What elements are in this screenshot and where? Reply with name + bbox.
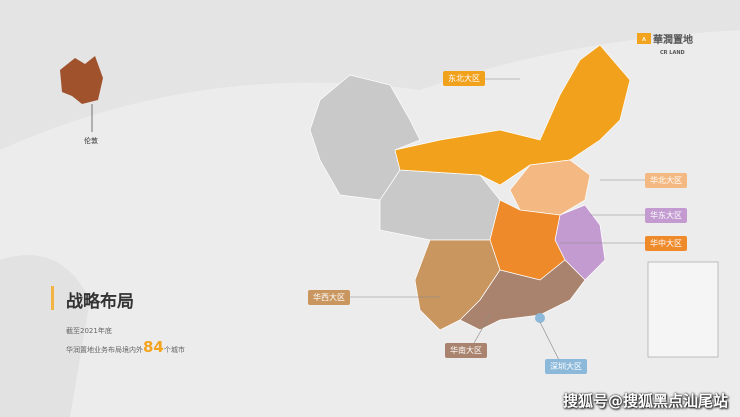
logo-text: 華潤置地 <box>653 35 693 46</box>
subtitle-cities: 华润置地业务布局境内外84个城市 <box>66 338 185 356</box>
region-label-huadong[interactable]: 华东大区 <box>645 208 687 223</box>
region-label-huanan[interactable]: 华南大区 <box>445 343 487 358</box>
label-pointer-lines <box>350 78 645 363</box>
uk-shape <box>60 56 103 104</box>
watermark: 搜狐号@搜狐黑点汕尾站 <box>562 392 728 410</box>
region-huanan <box>459 259 586 331</box>
subtitle-date: 截至2021年底 <box>66 327 112 335</box>
page-title: 战略布局 <box>66 292 134 312</box>
region-dongbei <box>394 44 631 186</box>
region-label-huabei[interactable]: 华北大区 <box>645 173 687 188</box>
cr-land-logo: ⩚ 華潤置地 <box>637 31 693 46</box>
subtitle-suffix: 个城市 <box>163 346 185 354</box>
subtitle-prefix: 华润置地业务布局境内外 <box>66 346 143 354</box>
land-background <box>0 0 740 150</box>
logo-mark-icon: ⩚ <box>637 33 651 44</box>
region-label-huaxi[interactable]: 华西大区 <box>308 290 350 305</box>
region-label-huazhong[interactable]: 华中大区 <box>645 236 687 251</box>
region-shenzhen <box>535 313 545 323</box>
title-accent-bar <box>51 286 54 310</box>
south-china-sea-inset <box>647 261 719 358</box>
land-background-africa <box>0 255 90 417</box>
city-count: 84 <box>143 338 164 356</box>
logo-english: CR LAND <box>660 50 685 56</box>
london-label: 伦敦 <box>84 137 98 145</box>
region-huabei <box>509 159 591 216</box>
region-label-shenzhen[interactable]: 深圳大区 <box>545 359 587 374</box>
region-other-tibet <box>379 169 501 241</box>
region-label-dongbei[interactable]: 东北大区 <box>443 71 485 86</box>
